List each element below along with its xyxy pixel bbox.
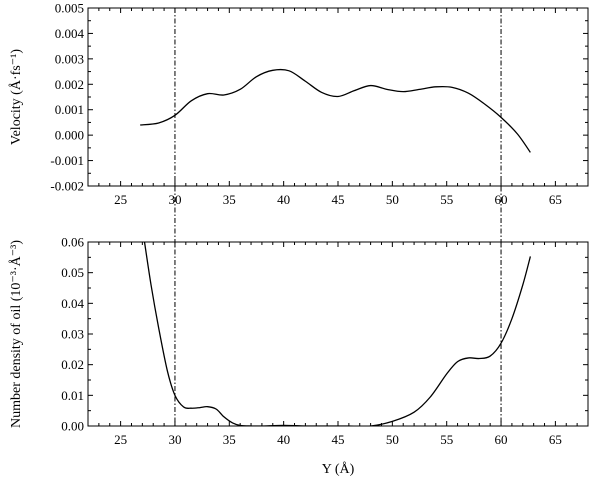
density-y-tick-label: 0.06 [61, 235, 84, 250]
density-y-tick-label: 0.03 [61, 327, 84, 342]
velocity-x-tick-label: 35 [223, 192, 236, 207]
velocity-x-tick-label: 25 [114, 192, 127, 207]
density-y-tick-label: 0.00 [61, 419, 84, 434]
density-y-tick-label: 0.04 [61, 296, 84, 311]
velocity-x-tick-label: 50 [386, 192, 399, 207]
velocity-x-tick-label: 55 [440, 192, 453, 207]
velocity-y-tick-label: 0.001 [55, 102, 84, 117]
density-x-tick-label: 50 [386, 432, 399, 447]
density-x-tick-label: 30 [168, 432, 181, 447]
velocity-y-tick-label: -0.002 [50, 179, 84, 194]
density-x-tick-label: 35 [223, 432, 236, 447]
density-x-tick-label: 60 [495, 432, 508, 447]
velocity-y-axis-label: Velocity (Å·fs⁻¹) [8, 49, 24, 145]
velocity-y-tick-label: 0.003 [55, 51, 84, 66]
velocity-x-tick-label: 45 [332, 192, 345, 207]
density-plot-frame [87, 241, 589, 427]
density-x-tick-label: 45 [332, 432, 345, 447]
velocity-x-tick-label: 65 [549, 192, 562, 207]
density-y-tick-label: 0.05 [61, 265, 84, 280]
velocity-y-tick-label: 0.005 [55, 1, 84, 16]
density-y-tick-label: 0.02 [61, 357, 84, 372]
density-x-tick-label: 55 [440, 432, 453, 447]
velocity-y-tick-label: 0.002 [55, 77, 84, 92]
density-curve-0 [143, 242, 532, 426]
density-y-axis-label: Number density of oil (10⁻³·Å⁻³) [8, 240, 24, 428]
density-x-tick-label: 40 [277, 432, 290, 447]
velocity-y-tick-label: 0.004 [55, 26, 85, 41]
density-x-axis-label: Y (Å) [322, 461, 355, 477]
velocity-y-tick-label: 0.000 [55, 128, 84, 143]
density-x-tick-label: 25 [114, 432, 127, 447]
velocity-x-tick-label: 40 [277, 192, 290, 207]
velocity-y-tick-label: -0.001 [50, 153, 84, 168]
velocity-curve-0 [140, 68, 531, 153]
density-y-tick-label: 0.01 [61, 388, 84, 403]
density-x-tick-label: 65 [549, 432, 562, 447]
